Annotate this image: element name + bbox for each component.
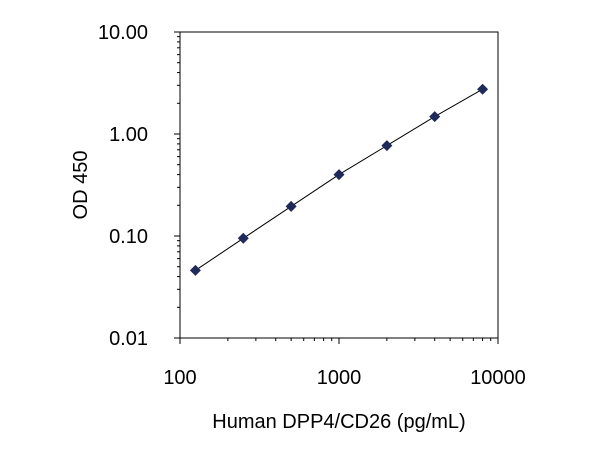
x-tick-label: 100 <box>163 367 196 389</box>
data-point-marker <box>381 140 393 152</box>
plot-frame <box>179 31 499 339</box>
x-tick-label: 1000 <box>317 367 362 389</box>
y-axis-tick-labels: 0.01 0.10 1.00 10.00 <box>98 22 148 350</box>
x-axis-tick-labels: 100 1000 10000 <box>163 367 526 389</box>
data-point-marker <box>477 83 489 95</box>
x-tick-label: 10000 <box>470 367 526 389</box>
y-tick-label: 1.00 <box>109 124 148 146</box>
data-point-marker <box>333 169 345 181</box>
y-tick-label: 0.01 <box>109 328 148 350</box>
y-tick-label: 10.00 <box>98 22 148 44</box>
data-point-marker <box>237 232 249 244</box>
data-point-marker <box>285 200 297 212</box>
y-tick-label: 0.10 <box>109 226 148 248</box>
data-point-marker <box>429 111 441 123</box>
x-axis-title: Human DPP4/CD26 (pg/mL) <box>212 411 465 433</box>
y-axis-ticks <box>174 31 180 339</box>
data-point-marker <box>189 264 201 276</box>
x-axis-ticks <box>179 338 499 344</box>
y-axis-title: OD 450 <box>70 151 92 220</box>
data-points <box>189 83 489 276</box>
